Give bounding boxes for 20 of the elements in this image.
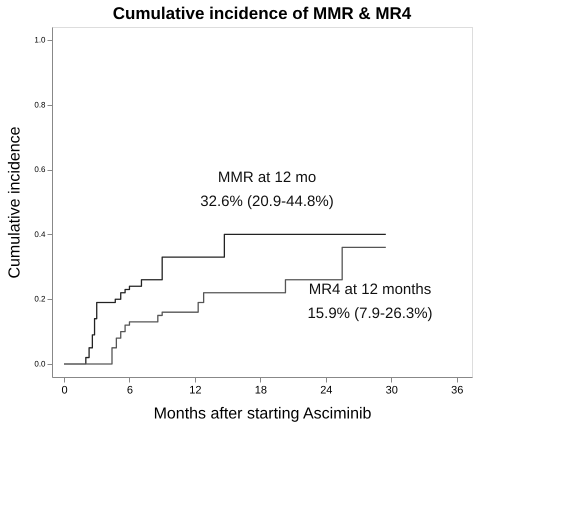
x-axis-title: Months after starting Asciminib	[154, 406, 372, 422]
y-tick-label: 0.0	[34, 360, 46, 369]
annotation: MR4 at 12 months	[308, 281, 432, 298]
y-tick-label: 0.4	[34, 230, 46, 239]
y-axis-title: Cumulative incidence	[6, 126, 24, 279]
x-tick-label: 6	[126, 384, 134, 396]
chart-title: Cumulative incidence of MMR & MR4	[112, 4, 412, 23]
x-tick-label: 36	[451, 384, 464, 396]
y-tick-label: 0.8	[34, 100, 46, 110]
x-tick-label: 0	[61, 384, 68, 396]
annotation: 32.6% (20.9-44.8%)	[200, 193, 334, 210]
y-tick-label: 0.2	[34, 294, 46, 304]
x-tick-label: 24	[320, 384, 332, 396]
annotation: MMR at 12 mo	[218, 169, 316, 186]
y-tick-label: 1.0	[34, 35, 46, 44]
y-tick-label: 0.6	[34, 165, 46, 174]
x-tick-label: 18	[254, 384, 267, 396]
annotation: 15.9% (7.9-26.3%)	[307, 305, 433, 322]
x-tick-label: 12	[189, 384, 202, 396]
x-tick-label: 30	[386, 384, 398, 396]
